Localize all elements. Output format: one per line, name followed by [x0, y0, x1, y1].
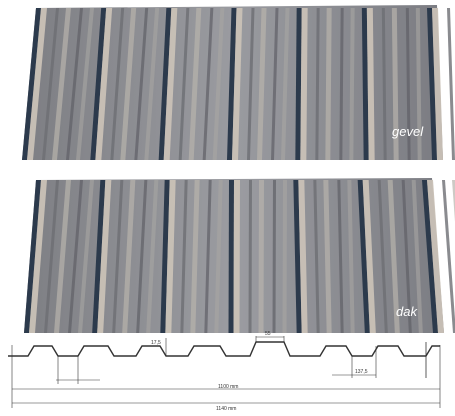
corrugation-stripe	[427, 180, 444, 333]
corrugation-stripe	[323, 180, 332, 333]
corrugation-stripe	[68, 180, 83, 333]
corrugation-stripe	[349, 8, 355, 160]
gevel-label: gevel	[392, 124, 424, 139]
corrugation-stripe	[134, 8, 149, 160]
corrugation-stripe	[92, 180, 106, 333]
corrugation-stripe	[90, 8, 107, 160]
corrugation-stripe	[315, 8, 320, 160]
corrugation-stripe	[163, 8, 178, 160]
corrugation-stripe	[361, 8, 369, 160]
corrugation-stripe	[97, 180, 112, 333]
corrugation-stripe	[188, 8, 202, 160]
corrugation-stripe	[366, 8, 375, 160]
corrugation-stripe	[281, 8, 290, 160]
corrugation-stripe	[362, 180, 376, 333]
corrugation-stripe	[120, 8, 137, 160]
corrugation-stripe	[112, 180, 124, 333]
corrugation-stripe	[415, 8, 422, 160]
corrugation-stripe	[22, 8, 41, 160]
dim-height: 17,5	[151, 340, 161, 346]
corrugation-stripe	[146, 180, 159, 333]
corrugation-stripe	[357, 180, 370, 333]
corrugation-stripe	[391, 8, 399, 160]
corrugation-stripe	[136, 180, 148, 333]
corrugation-stripe	[232, 8, 243, 160]
corrugation-stripe	[66, 8, 83, 160]
corrugation-stripe	[282, 180, 287, 333]
corrugation-stripe	[202, 8, 214, 160]
dim-valley-width: 137,5	[355, 369, 368, 375]
corrugation-stripe	[52, 8, 71, 160]
corrugation-stripe	[27, 8, 47, 160]
dim-total-width: 1140 mm	[216, 406, 236, 412]
corrugation-stripe	[258, 180, 264, 333]
corrugation-stripe	[144, 8, 160, 160]
corrugation-stripe	[178, 8, 190, 160]
corrugation-stripe	[165, 180, 176, 333]
corrugation-stripe	[271, 8, 279, 160]
corrugation-stripe	[228, 180, 234, 333]
corrugation-stripe	[122, 180, 136, 333]
corrugation-stripe	[405, 8, 411, 160]
corrugation-stripe	[78, 180, 94, 333]
corrugation-stripe	[160, 180, 170, 333]
corrugation-stripe	[158, 8, 172, 160]
dak-sheet-image	[24, 178, 455, 333]
corrugation-stripe	[447, 8, 455, 160]
corrugation-stripe	[24, 180, 41, 333]
corrugation-stripe	[293, 180, 302, 333]
gevel-sheet-image	[22, 5, 455, 160]
corrugation-stripe	[204, 180, 212, 333]
corrugation-stripe	[313, 180, 320, 333]
corrugation-stripe	[295, 8, 302, 160]
dim-cover-width: 1100 mm	[218, 384, 238, 390]
corrugation-stripe	[381, 8, 387, 160]
corrugation-stripe	[42, 8, 59, 160]
corrugation-stripe	[442, 180, 455, 333]
corrugation-stripe	[401, 180, 412, 333]
corrugation-stripe	[339, 8, 344, 160]
corrugation-stripe	[337, 180, 344, 333]
corrugation-stripe	[76, 8, 94, 160]
corrugation-stripe	[190, 180, 200, 333]
corrugation-stripe	[422, 180, 438, 333]
dak-label: dak	[396, 304, 417, 319]
corrugation-stripe	[300, 8, 308, 160]
corrugation-stripe	[214, 180, 223, 333]
corrugation-stripe	[432, 8, 443, 160]
corrugation-stripe	[180, 180, 188, 333]
corrugation-stripe	[427, 8, 437, 160]
corrugation-stripe	[377, 180, 388, 333]
profile-line	[8, 341, 440, 357]
corrugation-stripe	[227, 8, 237, 160]
corrugation-stripe	[298, 180, 308, 333]
corrugation-stripe	[411, 180, 423, 333]
corrugation-stripe	[272, 180, 276, 333]
corrugation-stripe	[233, 180, 240, 333]
corrugation-stripe	[44, 180, 59, 333]
corrugation-stripe	[257, 8, 267, 160]
corrugation-stripe	[247, 8, 255, 160]
corrugation-stripe	[325, 8, 332, 160]
corrugation-stripe	[347, 180, 355, 333]
corrugation-stripe	[54, 180, 71, 333]
corrugation-stripe	[212, 8, 225, 160]
corrugation-stripe	[95, 8, 113, 160]
corrugation-stripe	[387, 180, 400, 333]
corrugation-stripe	[452, 180, 455, 222]
corrugation-stripe	[110, 8, 125, 160]
corrugation-stripe	[29, 180, 47, 333]
corrugation-stripe	[248, 180, 252, 333]
